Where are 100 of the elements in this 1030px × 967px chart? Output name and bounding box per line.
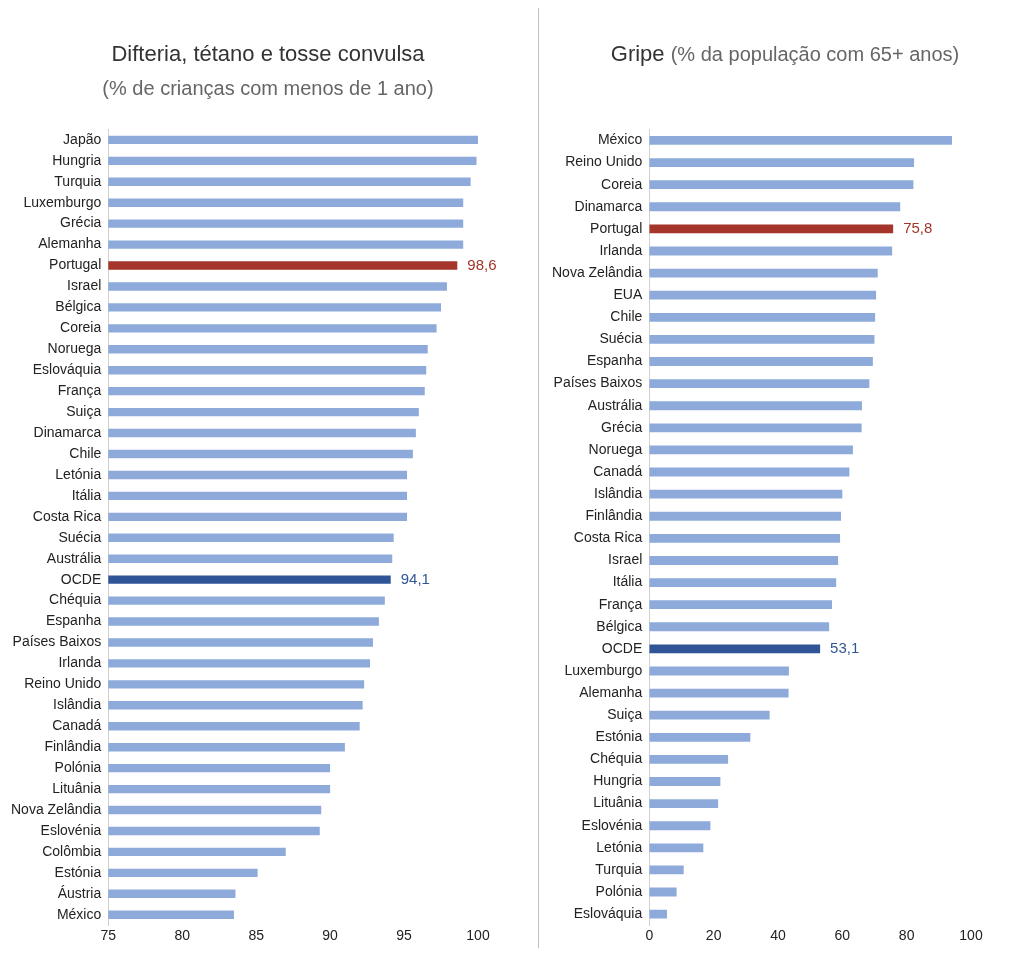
y-tick-label: Irlanda: [58, 654, 102, 671]
y-tick-label: Grécia: [60, 214, 102, 231]
bar: [649, 600, 833, 610]
x-tick-label: 85: [248, 927, 265, 944]
y-tick-label: Hungria: [52, 151, 102, 168]
y-tick-label: Reino Unido: [565, 153, 643, 170]
bar: [649, 202, 901, 212]
bar: [649, 843, 704, 853]
y-tick-label: Chile: [69, 444, 102, 461]
y-tick-label: Portugal: [590, 219, 643, 236]
y-tick-label: Turquia: [54, 172, 102, 189]
y-tick-label: Eslovénia: [40, 821, 102, 838]
y-tick-label: Costa Rica: [32, 507, 102, 524]
bar: [649, 777, 721, 786]
y-tick-label: Japão: [63, 130, 102, 147]
bar: [649, 445, 853, 455]
x-tick-label: 20: [705, 927, 722, 944]
bar: [649, 312, 876, 322]
chart-subtitle: (% da população com 65+ anos): [670, 43, 960, 65]
chart-title: Difteria, tétano e tosse convulsa: [111, 41, 425, 66]
y-tick-label: Dinamarca: [574, 197, 643, 214]
y-tick-label: Irlanda: [599, 241, 643, 258]
y-tick-label: Suécia: [58, 528, 102, 545]
y-tick-label: Alemanha: [38, 235, 102, 252]
y-tick-label: Coreia: [601, 175, 643, 192]
bar: [649, 622, 830, 632]
x-tick-label: 90: [322, 927, 339, 944]
y-tick-label: Grécia: [601, 418, 643, 435]
y-tick-label: Chéquia: [49, 591, 102, 608]
bar: [649, 401, 862, 411]
bar: [649, 578, 837, 587]
y-tick-label: Luxemburgo: [564, 661, 643, 678]
bar: [649, 666, 789, 676]
y-tick-label: OCDE: [601, 639, 643, 656]
bar: [649, 821, 711, 831]
y-tick-label: Nova Zelândia: [551, 263, 643, 280]
bar: [649, 290, 877, 300]
bar: [649, 710, 770, 720]
data-label: 94,1: [400, 569, 430, 587]
y-tick-label: Espanha: [586, 352, 643, 369]
y-tick-label: Israel: [608, 551, 643, 568]
data-label: 98,6: [467, 255, 497, 273]
y-tick-label: Letónia: [55, 465, 102, 482]
bar: [649, 423, 862, 433]
y-tick-label: Israel: [67, 277, 102, 294]
y-tick-label: França: [57, 382, 102, 399]
x-tick-label: 95: [396, 927, 413, 944]
y-tick-label: Espanha: [45, 612, 102, 629]
y-tick-label: EUA: [613, 286, 643, 303]
y-tick-label: Canadá: [52, 717, 102, 734]
y-tick-label: Suiça: [607, 706, 643, 723]
y-tick-label: Dinamarca: [33, 423, 102, 440]
y-tick-label: OCDE: [60, 570, 102, 587]
y-tick-label: Lituânia: [593, 794, 643, 811]
y-tick-label: Chéquia: [590, 750, 643, 767]
bar: [649, 224, 894, 234]
y-tick-label: México: [597, 131, 643, 148]
y-tick-label: Alemanha: [579, 683, 643, 700]
y-tick-label: Costa Rica: [573, 529, 643, 546]
x-tick-label: 80: [898, 927, 915, 944]
bar: [649, 467, 850, 477]
y-tick-label: Itália: [612, 573, 643, 590]
y-tick-label: Eslováquia: [573, 905, 643, 922]
y-tick-label: Noruega: [588, 440, 643, 457]
bar: [649, 180, 914, 190]
y-tick-label: Chile: [610, 308, 643, 325]
y-tick-label: Lituânia: [52, 779, 102, 796]
y-tick-label: Bélgica: [55, 298, 102, 315]
y-tick-label: Luxemburgo: [23, 193, 102, 210]
bar: [649, 158, 915, 167]
y-tick-label: Nova Zelândia: [10, 800, 102, 817]
y-tick-label: Islândia: [53, 696, 102, 713]
y-tick-label: Estónia: [595, 728, 643, 745]
x-tick-label: 100: [466, 927, 490, 944]
bar: [649, 533, 841, 543]
y-tick-label: Eslováquia: [32, 361, 102, 378]
x-tick-label: 60: [834, 927, 851, 944]
chart-subtitle: (% de crianças com menos de 1 ano): [102, 77, 434, 99]
y-tick-label: Noruega: [47, 340, 102, 357]
y-tick-label: Hungria: [593, 772, 643, 789]
bar: [649, 644, 821, 654]
y-tick-label: Austrália: [587, 396, 643, 413]
y-tick-label: Suécia: [599, 330, 643, 347]
y-tick-label: Finlândia: [44, 738, 102, 755]
bar: [649, 268, 878, 278]
y-tick-label: Reino Unido: [24, 675, 102, 692]
data-label: 53,1: [830, 639, 860, 657]
y-tick-label: Itália: [71, 486, 102, 503]
bar: [649, 732, 751, 742]
y-tick-label: Austrália: [46, 549, 102, 566]
x-tick-label: 40: [770, 927, 786, 944]
bar: [649, 799, 719, 809]
y-tick-label: Suiça: [66, 402, 102, 419]
y-tick-label: Letónia: [596, 838, 643, 855]
bar: [649, 136, 953, 145]
bar: [649, 489, 843, 499]
y-tick-label: Estónia: [54, 863, 102, 880]
bar: [649, 334, 875, 344]
bar: [649, 246, 893, 256]
y-tick-label: Coreia: [60, 319, 102, 336]
